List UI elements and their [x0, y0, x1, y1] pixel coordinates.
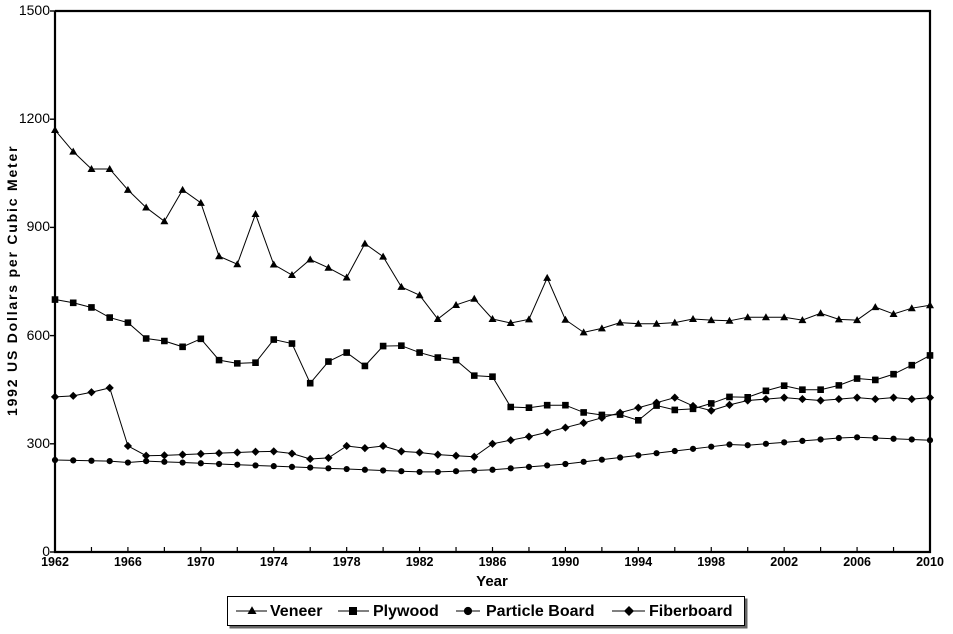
svg-text:Fiberboard: Fiberboard	[649, 603, 733, 620]
svg-text:Plywood: Plywood	[373, 603, 439, 620]
svg-text:Veneer: Veneer	[270, 603, 322, 620]
svg-text:Particle Board: Particle Board	[486, 603, 594, 620]
